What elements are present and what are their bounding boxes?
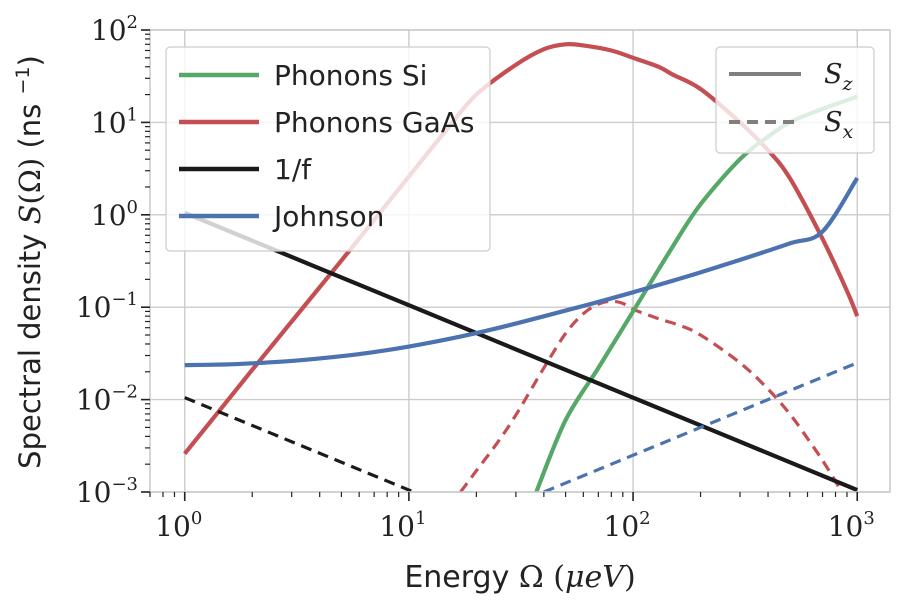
plot-frame <box>149 29 891 493</box>
x-tick-label: 102 <box>604 508 651 543</box>
series-line-phonons-gaas-sz <box>183 41 860 455</box>
y-tick-label: 100 <box>91 197 138 232</box>
series-line-1-f-sx <box>184 396 415 492</box>
y-tick-label: 101 <box>91 104 138 139</box>
x-tick-label: 100 <box>155 508 202 543</box>
legend-main-label: Phonons GaAs <box>274 106 474 139</box>
legend-style: Sz Sx <box>715 46 875 154</box>
legend-main-frame <box>165 46 491 252</box>
x-tick-label: 101 <box>379 508 426 543</box>
series-line-johnson-sx <box>543 361 858 492</box>
series-line-johnson-sz <box>184 176 860 368</box>
x-tick-label: 103 <box>828 508 875 543</box>
y-axis-label: Spectral density S(Ω) (ns −1) <box>12 55 47 469</box>
series-line-1-f-sz <box>183 210 859 492</box>
legend-main-label: Phonons Si <box>274 59 427 92</box>
y-tick-label: 10−1 <box>76 289 138 324</box>
axis-ticks: 100 101 102 103 10−3 10−2 10−1 100 101 102 <box>76 12 875 543</box>
legend-style-label: Sx <box>824 107 854 143</box>
legend-main-label: 1/f <box>274 153 312 186</box>
y-tick-label: 10−3 <box>76 474 138 509</box>
legend-main: Phonons Si Phonons GaAs 1/f Johnson <box>165 46 491 252</box>
y-tick-label: 10−2 <box>76 382 138 417</box>
legend-style-label: Sz <box>824 59 854 95</box>
x-axis-label: Energy Ω (μeV) <box>404 560 635 595</box>
legend-main-label: Johnson <box>272 200 384 233</box>
y-tick-label: 102 <box>91 12 138 47</box>
